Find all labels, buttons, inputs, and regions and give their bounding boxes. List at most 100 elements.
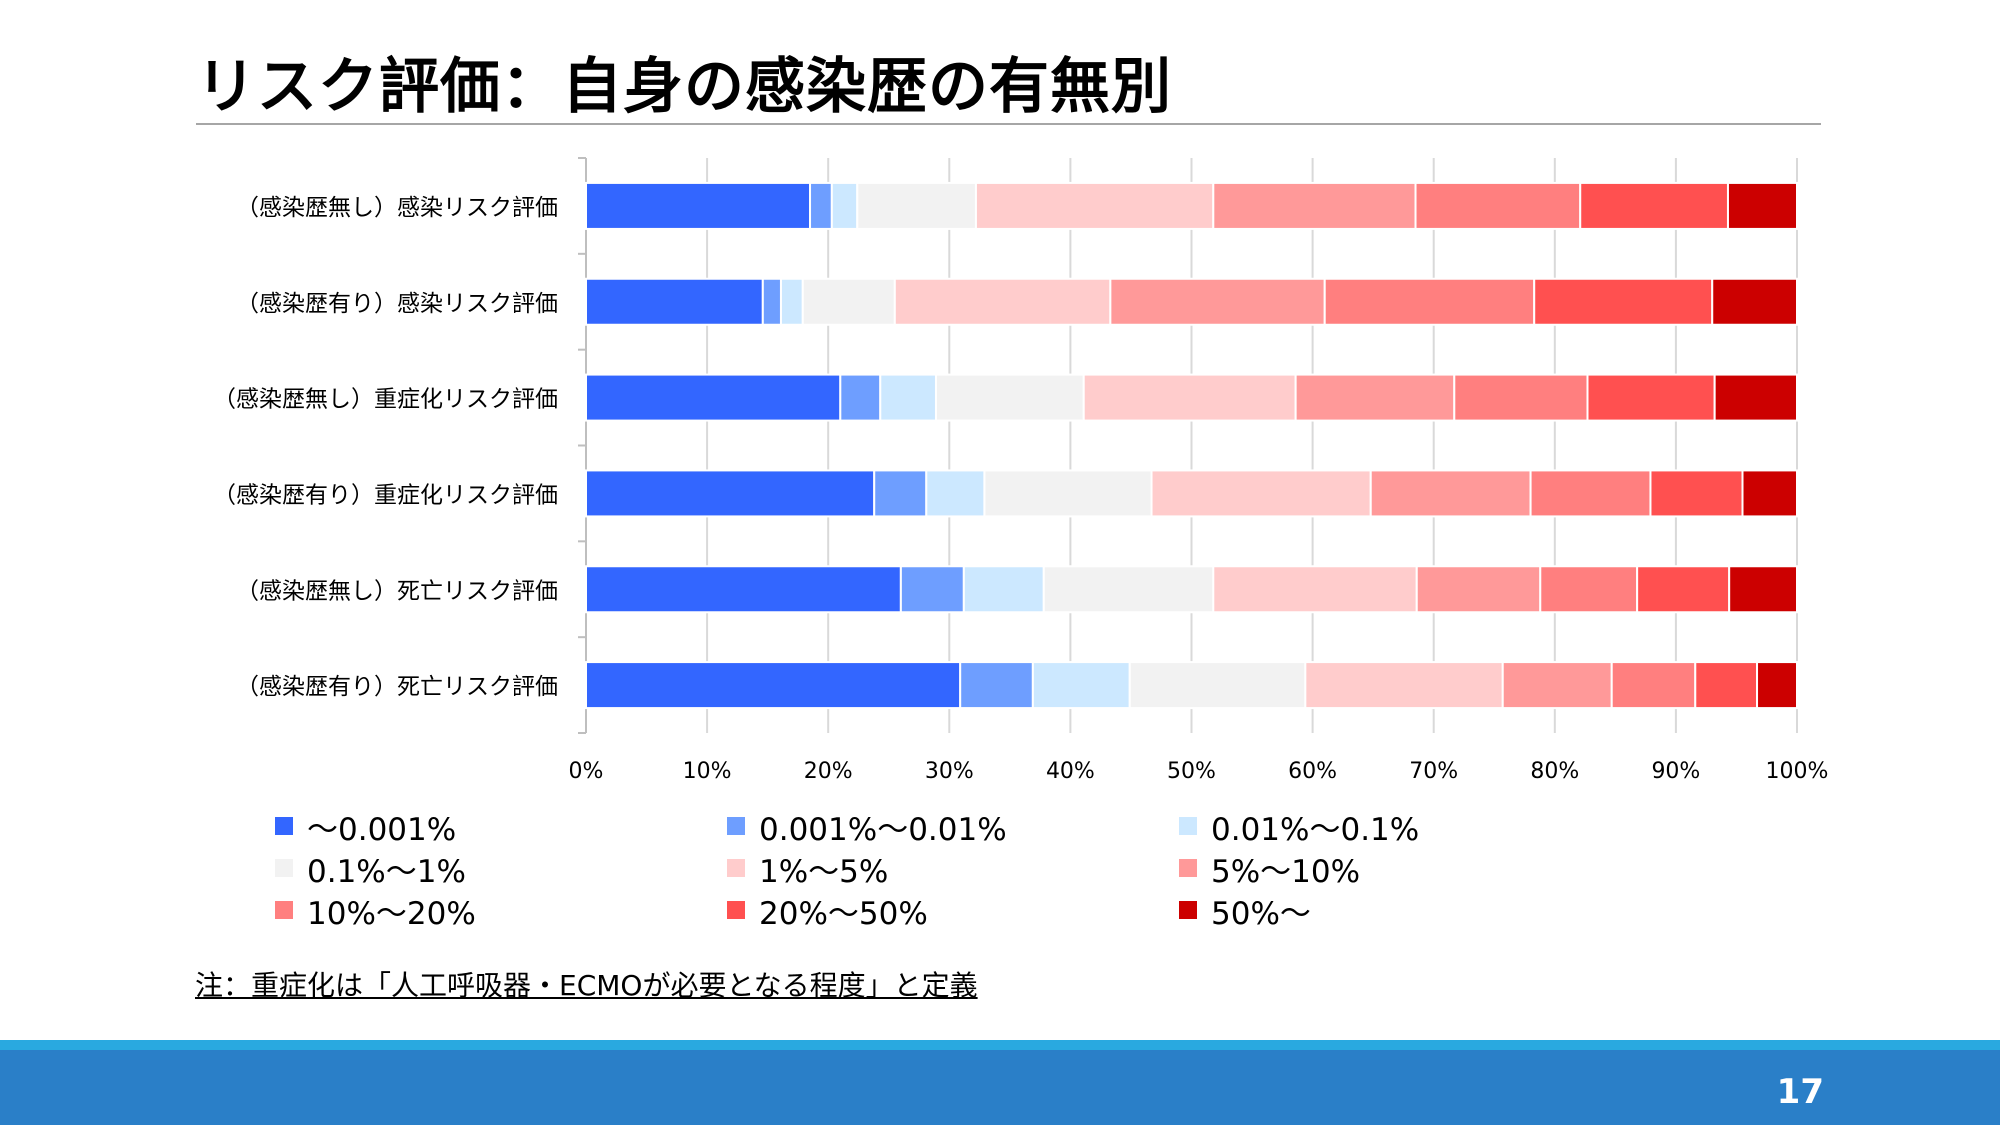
stacked-bar-chart: （感染歴無し）感染リスク評価 （感染歴有り）感染リスク評価 （感染歴無し）重症化リス… bbox=[213, 157, 1829, 784]
legend-swatch bbox=[727, 901, 745, 919]
bar-segment bbox=[1031, 661, 1131, 710]
x-tick-label: 10% bbox=[683, 759, 732, 784]
x-tick-label: 60% bbox=[1288, 759, 1337, 784]
legend-swatch bbox=[1179, 817, 1197, 835]
bar-segment bbox=[1539, 565, 1639, 614]
bar-segment bbox=[1610, 661, 1697, 710]
legend-item: 0.1%～1% bbox=[275, 847, 727, 890]
legend-label: 50%～ bbox=[1211, 895, 1311, 932]
bar-segment bbox=[983, 469, 1153, 518]
legend-swatch bbox=[275, 859, 293, 877]
bar-segment bbox=[1323, 277, 1536, 326]
legend-label: 0.1%～1% bbox=[307, 853, 466, 890]
bar-segment bbox=[959, 661, 1034, 710]
bar-segment bbox=[1586, 373, 1716, 422]
legend-label: 20%～50% bbox=[759, 895, 928, 932]
bar-segment bbox=[893, 277, 1112, 326]
x-tick-label: 40% bbox=[1046, 759, 1095, 784]
x-tick-label: 30% bbox=[925, 759, 974, 784]
bar-segment bbox=[934, 373, 1085, 422]
legend-label: 0.01%～0.1% bbox=[1211, 811, 1420, 848]
bar-segment bbox=[925, 469, 986, 518]
page-number: 17 bbox=[1776, 1072, 1824, 1112]
legend-label: 10%～20% bbox=[307, 895, 476, 932]
category-label: （感染歴無し）重症化リスク評価 bbox=[213, 387, 558, 413]
slide-title: リスク評価：自身の感染歴の有無別 bbox=[196, 52, 1172, 122]
bar-segment bbox=[1501, 661, 1613, 710]
bar-segment bbox=[1649, 469, 1744, 518]
bar-segment bbox=[856, 181, 977, 230]
x-tick-label: 20% bbox=[804, 759, 853, 784]
bar-segment bbox=[839, 373, 882, 422]
category-label: （感染歴無し）死亡リスク評価 bbox=[236, 578, 558, 604]
legend-swatch bbox=[727, 859, 745, 877]
bar-segment bbox=[1533, 277, 1714, 326]
category-label: （感染歴無し）感染リスク評価 bbox=[236, 195, 558, 221]
category-label: （感染歴有り）感染リスク評価 bbox=[236, 291, 558, 317]
legend-swatch bbox=[1179, 859, 1197, 877]
bar-segment bbox=[1082, 373, 1297, 422]
legend-item: 10%～20% bbox=[275, 889, 727, 932]
legend-label: ～0.001% bbox=[307, 811, 457, 848]
x-tick-label: 0% bbox=[569, 759, 604, 784]
bar-segment bbox=[585, 661, 962, 710]
bar-segment bbox=[1741, 469, 1799, 518]
bar-segment bbox=[809, 181, 833, 230]
bar-segment bbox=[585, 565, 902, 614]
bar-segment bbox=[879, 373, 937, 422]
legend-swatch bbox=[275, 817, 293, 835]
bar-segment bbox=[779, 277, 804, 326]
bar-segment bbox=[899, 565, 965, 614]
legend-swatch bbox=[1179, 901, 1197, 919]
bar-segment bbox=[585, 181, 812, 230]
x-tick-label: 100% bbox=[1766, 759, 1829, 784]
bar-segment bbox=[1579, 181, 1729, 230]
bar-segment bbox=[1212, 565, 1418, 614]
bar-segment bbox=[1414, 181, 1582, 230]
bar-segment bbox=[1294, 373, 1456, 422]
bar-segment bbox=[585, 373, 842, 422]
bar-segment bbox=[1636, 565, 1731, 614]
legend-label: 5%～10% bbox=[1211, 853, 1361, 890]
bar-segment bbox=[1042, 565, 1215, 614]
chart-legend: ～0.001% 0.001%～0.01% 0.01%～0.1% 0.1%～1% 1%～5… bbox=[275, 805, 1575, 932]
bar-segment bbox=[1453, 373, 1589, 422]
bar-segment bbox=[1212, 181, 1417, 230]
bar-segment bbox=[1726, 181, 1799, 230]
footer-bar bbox=[0, 1050, 2000, 1125]
bar-segment bbox=[585, 469, 876, 518]
bar-segment bbox=[1529, 469, 1652, 518]
bar-segment bbox=[801, 277, 896, 326]
bar-segment bbox=[974, 181, 1215, 230]
legend-item: 5%～10% bbox=[1179, 847, 1575, 890]
bar-segment bbox=[1713, 373, 1798, 422]
x-tick-label: 80% bbox=[1530, 759, 1579, 784]
bar-segment bbox=[1756, 661, 1798, 710]
legend-item: 0.001%～0.01% bbox=[727, 805, 1179, 848]
bar-segment bbox=[1369, 469, 1532, 518]
bar-segment bbox=[962, 565, 1045, 614]
footnote: 注：重症化は「人工呼吸器・ECMOが必要となる程度」と定義 bbox=[195, 969, 978, 1002]
legend-label: 1%～5% bbox=[759, 853, 889, 890]
legend-item: 1%～5% bbox=[727, 847, 1179, 890]
bar-segment bbox=[873, 469, 928, 518]
bar-segment bbox=[1711, 277, 1798, 326]
bar-segment bbox=[1694, 661, 1759, 710]
x-tick-label: 50% bbox=[1167, 759, 1216, 784]
legend-label: 0.001%～0.01% bbox=[759, 811, 1007, 848]
bar-segment bbox=[1109, 277, 1326, 326]
x-tick-label: 90% bbox=[1651, 759, 1700, 784]
legend-swatch bbox=[275, 901, 293, 919]
bar-segment bbox=[1128, 661, 1307, 710]
legend-item: 20%～50% bbox=[727, 889, 1179, 932]
category-label: （感染歴有り）重症化リスク評価 bbox=[213, 482, 558, 508]
legend-swatch bbox=[727, 817, 745, 835]
legend-item: 50%～ bbox=[1179, 889, 1575, 932]
footer-stripe bbox=[0, 1040, 2000, 1050]
title-divider bbox=[196, 123, 1821, 125]
x-tick-label: 70% bbox=[1409, 759, 1458, 784]
bar-segment bbox=[830, 181, 859, 230]
legend-item: ～0.001% bbox=[275, 805, 727, 848]
bar-segment bbox=[585, 277, 764, 326]
bar-segment bbox=[1150, 469, 1372, 518]
